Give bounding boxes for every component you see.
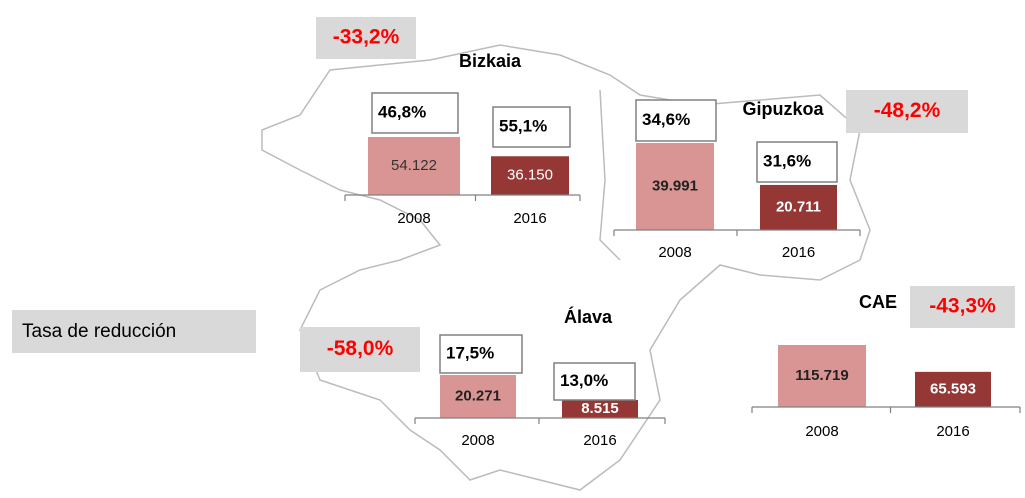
share-box [439,334,523,374]
share-box [635,99,717,142]
bar [491,156,569,195]
bar [440,375,516,418]
x-tick-label: 2016 [583,432,616,449]
value-label: 39.991 [652,177,698,194]
reduction-label: -58,0% [327,337,394,360]
reduction-box [846,90,968,133]
legend-box [12,310,256,353]
reduction-box [910,286,1015,328]
value-label: 36.150 [507,167,553,184]
share-label: 31,6% [763,151,811,170]
x-tick-label: 2016 [513,210,546,227]
share-label: 17,5% [446,343,494,362]
share-label: 13,0% [560,371,608,390]
value-label: 54.122 [391,157,437,174]
reduction-box [300,327,420,372]
x-tick-label: 2016 [936,423,969,440]
x-tick-label: 2008 [461,432,494,449]
x-tick-label: 2008 [397,210,430,227]
legend-label: Tasa de reducción [22,321,176,342]
reduction-box [316,17,416,59]
value-label: 65.593 [930,380,976,397]
share-label: 34,6% [642,110,690,129]
bar [562,399,638,418]
value-label: 115.719 [795,367,848,384]
x-tick-label: 2016 [782,244,815,261]
share-box [756,141,838,183]
bar [368,137,460,195]
bar [636,143,714,230]
value-label: 20.271 [455,387,501,404]
bar [778,345,866,407]
chart-title: Gipuzkoa [742,99,824,119]
map-outline [261,44,871,491]
value-label: 8.515 [581,400,619,417]
chart-title: Bizkaia [459,51,522,71]
value-label: 20.711 [776,198,821,215]
chart-title: Álava [564,306,613,327]
x-tick-label: 2008 [805,423,838,440]
chart-title: CAE [859,292,897,312]
bar [915,371,991,407]
share-box [492,106,571,148]
share-label: 46,8% [378,102,426,121]
share-box [371,92,459,134]
reduction-label: -33,2% [333,26,400,49]
bar [760,184,837,230]
reduction-label: -48,2% [874,99,941,122]
share-label: 55,1% [499,116,547,135]
share-box [553,362,636,401]
reduction-label: -43,3% [929,295,996,318]
x-tick-label: 2008 [658,244,691,261]
